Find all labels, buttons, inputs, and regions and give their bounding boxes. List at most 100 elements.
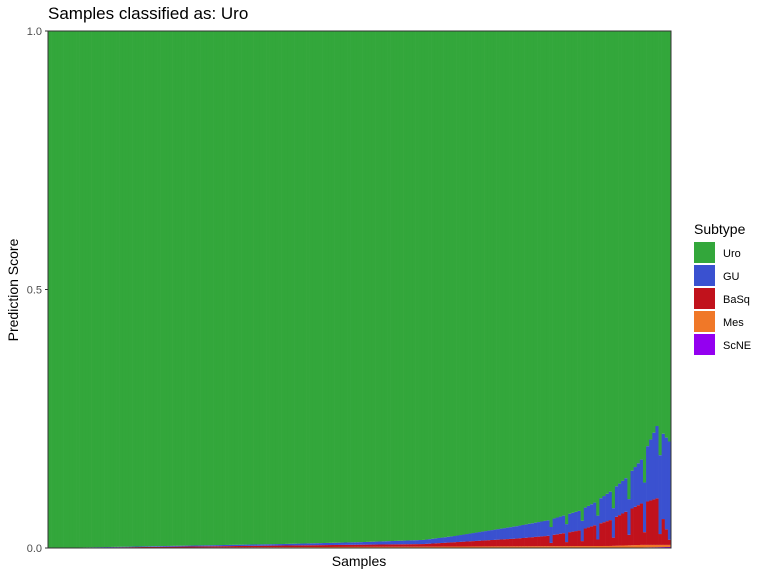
- bar-basq: [605, 521, 609, 546]
- bar-gu: [125, 546, 130, 548]
- bar-uro: [484, 31, 488, 532]
- bar-uro: [571, 31, 575, 513]
- bar-gu: [209, 545, 214, 547]
- bar-uro: [421, 31, 426, 540]
- bar-uro: [471, 31, 476, 534]
- bar-gu: [297, 543, 301, 546]
- bar-basq: [577, 530, 581, 547]
- bar-mes: [590, 546, 594, 548]
- bar-gu: [396, 540, 401, 545]
- bar-basq: [630, 508, 634, 546]
- bar-gu: [381, 541, 385, 545]
- bar-gu: [222, 545, 226, 547]
- bar-uro: [203, 31, 208, 546]
- bar-basq: [153, 546, 158, 548]
- bar-basq: [418, 544, 423, 547]
- legend-label-scne: ScNE: [723, 340, 751, 352]
- bar-basq: [465, 541, 469, 547]
- bar-basq: [415, 544, 419, 547]
- bar-uro: [533, 31, 538, 523]
- bar-basq: [602, 522, 606, 546]
- bar-gu: [384, 541, 388, 545]
- bar-uro: [100, 31, 105, 548]
- bar-gu: [465, 534, 469, 542]
- bar-basq: [412, 544, 416, 547]
- bar-gu: [406, 540, 410, 545]
- bar-mes: [384, 546, 388, 548]
- bar-gu: [390, 541, 395, 545]
- plot-area: [48, 31, 672, 548]
- bar-gu: [624, 478, 628, 512]
- bar-gu: [621, 480, 625, 514]
- bar-gu: [596, 515, 600, 540]
- bar-gu: [552, 518, 557, 535]
- bar-uro: [206, 31, 211, 546]
- bar-uro: [191, 31, 195, 546]
- bar-uro: [244, 31, 248, 545]
- bar-mes: [540, 546, 544, 548]
- bar-uro: [160, 31, 164, 547]
- bar-uro: [181, 31, 186, 546]
- bar-basq: [222, 546, 226, 548]
- bar-uro: [200, 31, 205, 546]
- bar-gu: [627, 499, 631, 535]
- bar-mes: [474, 546, 479, 548]
- legend-swatch-uro: [694, 242, 715, 263]
- bar-uro: [172, 31, 177, 546]
- bar-uro: [110, 31, 114, 547]
- bar-mes: [667, 544, 672, 547]
- bar-gu: [343, 542, 348, 545]
- bar-mes: [359, 546, 363, 548]
- bar-uro: [219, 31, 223, 546]
- bar-gu: [574, 511, 578, 532]
- bar-gu: [322, 543, 326, 546]
- bar-basq: [163, 546, 167, 548]
- bar-basq: [661, 519, 666, 545]
- chart-title: Samples classified as: Uro: [48, 4, 248, 23]
- bar-uro: [462, 31, 466, 535]
- bar-gu: [225, 544, 229, 547]
- bar-gu: [194, 545, 198, 547]
- bar-uro: [356, 31, 360, 543]
- bar-uro: [297, 31, 301, 544]
- bar-uro: [642, 31, 647, 483]
- bar-basq: [502, 539, 507, 547]
- bar-uro: [555, 31, 560, 518]
- bar-basq: [437, 543, 441, 547]
- bar-uro: [54, 31, 58, 548]
- bar-gu: [375, 541, 379, 545]
- bar-mes: [546, 546, 550, 548]
- bar-gu: [456, 535, 460, 543]
- bar-gu: [141, 546, 145, 548]
- bar-mes: [552, 546, 557, 548]
- bar-basq: [347, 544, 351, 547]
- bar-mes: [375, 546, 379, 548]
- bar-mes: [412, 546, 416, 548]
- bar-uro: [85, 31, 89, 548]
- bar-uro: [590, 31, 594, 505]
- bar-basq: [549, 542, 553, 547]
- bar-basq: [378, 544, 382, 547]
- bar-uro: [403, 31, 407, 541]
- bar-mes: [449, 546, 454, 548]
- bar-basq: [555, 534, 560, 547]
- bar-basq: [281, 545, 286, 548]
- bar-basq: [493, 539, 497, 547]
- bar-mes: [284, 547, 289, 548]
- bar-gu: [421, 539, 426, 545]
- bar-gu: [281, 543, 286, 546]
- bar-basq: [403, 544, 407, 547]
- bar-mes: [403, 546, 407, 548]
- bar-gu: [555, 517, 560, 535]
- bar-uro: [79, 31, 83, 548]
- bar-basq: [621, 513, 625, 546]
- bar-uro: [147, 31, 152, 547]
- bar-gu: [241, 544, 245, 546]
- bar-mes: [477, 546, 482, 548]
- bar-basq: [462, 541, 466, 547]
- bar-gu: [178, 545, 183, 547]
- bar-uro: [216, 31, 220, 546]
- bar-gu: [561, 515, 566, 534]
- bar-uro: [272, 31, 276, 545]
- bar-gu: [428, 539, 432, 544]
